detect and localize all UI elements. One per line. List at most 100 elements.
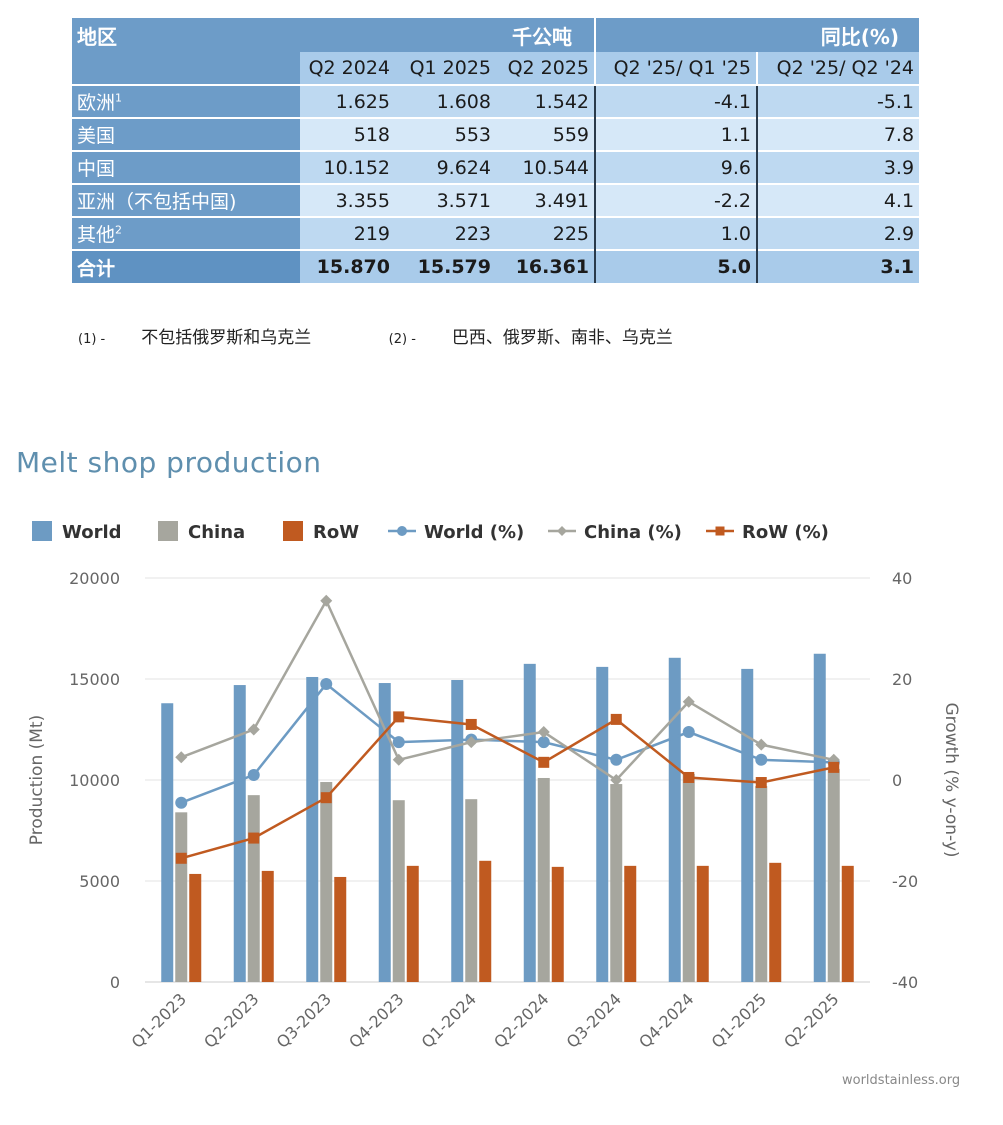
table-row: 其他2 219 223 225 1.0 2.9 [72, 216, 920, 250]
legend-swatch [283, 521, 303, 541]
value-cell: 1.608 [395, 84, 496, 118]
value-cell: 9.6 [594, 150, 758, 184]
bar-row [189, 873, 202, 982]
point-china [247, 723, 260, 736]
subheader-blank [72, 52, 300, 85]
legend-item: RoW (%) [706, 522, 829, 543]
point-row [538, 756, 550, 768]
total-cell: 5.0 [594, 249, 758, 283]
value-cell: 2.9 [756, 216, 920, 250]
value-cell: 553 [395, 117, 496, 151]
production-table: 地区 千公吨 同比(%) Q2 2024 Q1 2025 Q2 2025 Q2 … [72, 18, 920, 283]
bar-row [334, 876, 347, 982]
total-cell: 16.361 [496, 249, 596, 283]
bar-row [406, 865, 419, 982]
footnote-1: (1) - 不包括俄罗斯和乌克兰 [78, 328, 312, 348]
series-line-row [180, 715, 835, 860]
total-cell: 3.1 [756, 249, 920, 283]
value-cell: 1.625 [300, 84, 395, 118]
y-tick-label: 5000 [79, 872, 120, 891]
y-tick-label: 20000 [69, 569, 120, 588]
bar-world [233, 685, 246, 982]
bar-china [682, 773, 695, 982]
legend-marker [715, 526, 725, 536]
x-tick-label: Q1-2024 [418, 989, 480, 1051]
series-line-china [180, 597, 835, 782]
bar-china [320, 782, 333, 982]
section-title: Melt shop production [16, 446, 322, 479]
bar-china [827, 768, 840, 982]
legend-label: RoW (%) [742, 522, 829, 543]
legend-item: China [158, 521, 245, 543]
point-world [610, 753, 623, 766]
point-row [320, 792, 332, 804]
value-cell: 225 [496, 216, 596, 250]
x-tick-label: Q1-2025 [708, 989, 770, 1051]
bar-row [479, 860, 492, 982]
bar-row [551, 866, 564, 982]
point-world [755, 753, 768, 766]
value-cell: 219 [300, 216, 395, 250]
column-header: Q2 2024 [300, 52, 395, 85]
point-row [175, 852, 187, 864]
x-tick-label: Q4-2023 [345, 989, 407, 1051]
value-cell: 3.9 [756, 150, 920, 184]
x-tick-label: Q3-2024 [563, 989, 625, 1051]
total-cell: 15.870 [300, 249, 395, 283]
point-china [537, 726, 550, 739]
legend-label: RoW [313, 522, 359, 543]
legend-label: World [62, 522, 122, 543]
point-china [682, 695, 695, 708]
x-tick-label: Q3-2023 [273, 989, 335, 1051]
x-tick-label: Q4-2024 [635, 989, 697, 1051]
value-cell: 3.571 [395, 183, 496, 217]
value-cell: 223 [395, 216, 496, 250]
legend-label: China (%) [584, 522, 682, 543]
legend-item: RoW [283, 521, 359, 543]
point-row [248, 832, 260, 844]
column-header: Q1 2025 [395, 52, 496, 85]
y-axis-title: Production (Mt) [27, 715, 47, 845]
table-row: 中国 10.152 9.624 10.544 9.6 3.9 [72, 150, 920, 184]
bar-china [465, 799, 478, 982]
point-world [682, 726, 695, 739]
value-cell: 10.544 [496, 150, 596, 184]
value-cell: 7.8 [756, 117, 920, 151]
bar-china [537, 777, 550, 982]
bar-row [261, 870, 274, 982]
table-row: 美国 518 553 559 1.1 7.8 [72, 117, 920, 151]
point-china [755, 738, 768, 751]
bar-row [624, 865, 637, 982]
y-tick-label: 0 [110, 973, 120, 992]
value-cell: -2.2 [594, 183, 758, 217]
x-tick-label: Q1-2023 [128, 989, 190, 1051]
y-tick-label: 10000 [69, 771, 120, 790]
point-row [465, 718, 477, 730]
table-total-row: 合计 15.870 15.579 16.361 5.0 3.1 [72, 249, 920, 283]
point-row [683, 771, 695, 783]
footnote-marker: 1 [115, 91, 123, 105]
column-header: Q2 '25/ Q2 '24 [756, 52, 920, 85]
bar-row [841, 865, 854, 982]
y-tick-label: 15000 [69, 670, 120, 689]
legend-label: China [188, 522, 245, 543]
footnote-marker: 2 [115, 223, 123, 237]
point-world [175, 796, 188, 809]
legend-swatch [32, 521, 52, 541]
series-line-world [180, 682, 834, 804]
bar-china [755, 786, 768, 982]
value-cell: 1.0 [594, 216, 758, 250]
bar-world [668, 657, 681, 982]
y2-tick-label: 0 [892, 771, 902, 790]
y2-tick-label: 20 [892, 670, 912, 689]
region-cell: 亚洲（不包括中国) [72, 183, 300, 217]
value-cell: 4.1 [756, 183, 920, 217]
watermark: worldstainless.org [842, 1073, 961, 1088]
point-world [392, 736, 405, 749]
legend-label: World (%) [424, 522, 524, 543]
value-cell: 1.1 [594, 117, 758, 151]
header-yoy: 同比(%) [594, 18, 920, 52]
melt-shop-chart: 20000 15000 10000 5000 0 40 20 0 -20 -40 Productio… [27, 521, 961, 1052]
point-china [175, 751, 188, 764]
bar-china [610, 784, 623, 982]
